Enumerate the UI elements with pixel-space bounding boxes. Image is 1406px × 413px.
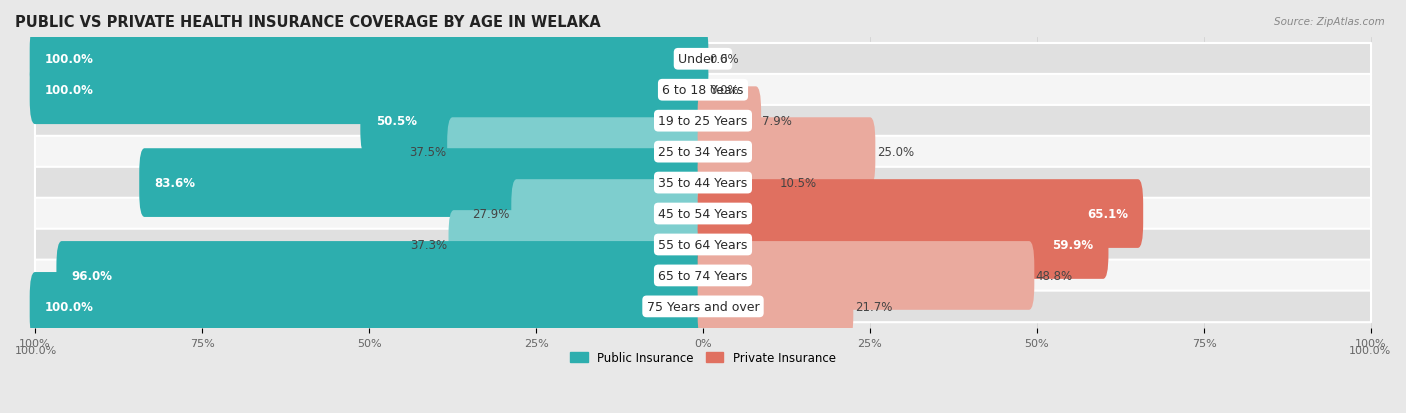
Text: 96.0%: 96.0% xyxy=(72,269,112,282)
Text: 7.9%: 7.9% xyxy=(762,115,793,128)
Text: 100.0%: 100.0% xyxy=(45,53,94,66)
FancyBboxPatch shape xyxy=(697,273,853,341)
FancyBboxPatch shape xyxy=(30,273,709,341)
Text: 37.5%: 37.5% xyxy=(409,146,446,159)
FancyBboxPatch shape xyxy=(697,242,1035,310)
Text: PUBLIC VS PRIVATE HEALTH INSURANCE COVERAGE BY AGE IN WELAKA: PUBLIC VS PRIVATE HEALTH INSURANCE COVER… xyxy=(15,15,600,30)
FancyBboxPatch shape xyxy=(35,137,1371,168)
Text: 75 Years and over: 75 Years and over xyxy=(647,300,759,313)
FancyBboxPatch shape xyxy=(35,44,1371,76)
FancyBboxPatch shape xyxy=(35,198,1371,230)
FancyBboxPatch shape xyxy=(697,118,876,187)
Text: 6 to 18 Years: 6 to 18 Years xyxy=(662,84,744,97)
Text: 59.9%: 59.9% xyxy=(1052,238,1092,252)
Text: 100.0%: 100.0% xyxy=(15,345,58,355)
Text: 35 to 44 Years: 35 to 44 Years xyxy=(658,177,748,190)
FancyBboxPatch shape xyxy=(35,229,1371,261)
FancyBboxPatch shape xyxy=(697,180,1143,248)
FancyBboxPatch shape xyxy=(697,87,761,156)
FancyBboxPatch shape xyxy=(30,56,709,125)
FancyBboxPatch shape xyxy=(512,180,709,248)
FancyBboxPatch shape xyxy=(30,25,709,94)
Text: 48.8%: 48.8% xyxy=(1036,269,1073,282)
FancyBboxPatch shape xyxy=(35,291,1371,323)
Legend: Public Insurance, Private Insurance: Public Insurance, Private Insurance xyxy=(565,347,841,369)
FancyBboxPatch shape xyxy=(139,149,709,217)
Text: 65 to 74 Years: 65 to 74 Years xyxy=(658,269,748,282)
FancyBboxPatch shape xyxy=(697,211,1108,279)
Text: Under 6: Under 6 xyxy=(678,53,728,66)
Text: 27.9%: 27.9% xyxy=(472,208,510,221)
Text: 55 to 64 Years: 55 to 64 Years xyxy=(658,238,748,252)
Text: 100.0%: 100.0% xyxy=(45,84,94,97)
FancyBboxPatch shape xyxy=(35,260,1371,292)
Text: 25 to 34 Years: 25 to 34 Years xyxy=(658,146,748,159)
Text: 0.0%: 0.0% xyxy=(710,53,740,66)
Text: 45 to 54 Years: 45 to 54 Years xyxy=(658,208,748,221)
FancyBboxPatch shape xyxy=(35,167,1371,199)
Text: 21.7%: 21.7% xyxy=(855,300,891,313)
FancyBboxPatch shape xyxy=(449,211,709,279)
Text: 25.0%: 25.0% xyxy=(877,146,914,159)
Text: 19 to 25 Years: 19 to 25 Years xyxy=(658,115,748,128)
FancyBboxPatch shape xyxy=(697,149,779,217)
FancyBboxPatch shape xyxy=(56,242,709,310)
Text: Source: ZipAtlas.com: Source: ZipAtlas.com xyxy=(1274,17,1385,26)
FancyBboxPatch shape xyxy=(35,75,1371,106)
Text: 100.0%: 100.0% xyxy=(45,300,94,313)
Text: 37.3%: 37.3% xyxy=(411,238,447,252)
Text: 100.0%: 100.0% xyxy=(1348,345,1391,355)
FancyBboxPatch shape xyxy=(360,87,709,156)
Text: 50.5%: 50.5% xyxy=(375,115,416,128)
Text: 83.6%: 83.6% xyxy=(155,177,195,190)
Text: 0.0%: 0.0% xyxy=(710,84,740,97)
Text: 10.5%: 10.5% xyxy=(780,177,817,190)
Text: 65.1%: 65.1% xyxy=(1087,208,1128,221)
FancyBboxPatch shape xyxy=(35,106,1371,137)
FancyBboxPatch shape xyxy=(447,118,709,187)
